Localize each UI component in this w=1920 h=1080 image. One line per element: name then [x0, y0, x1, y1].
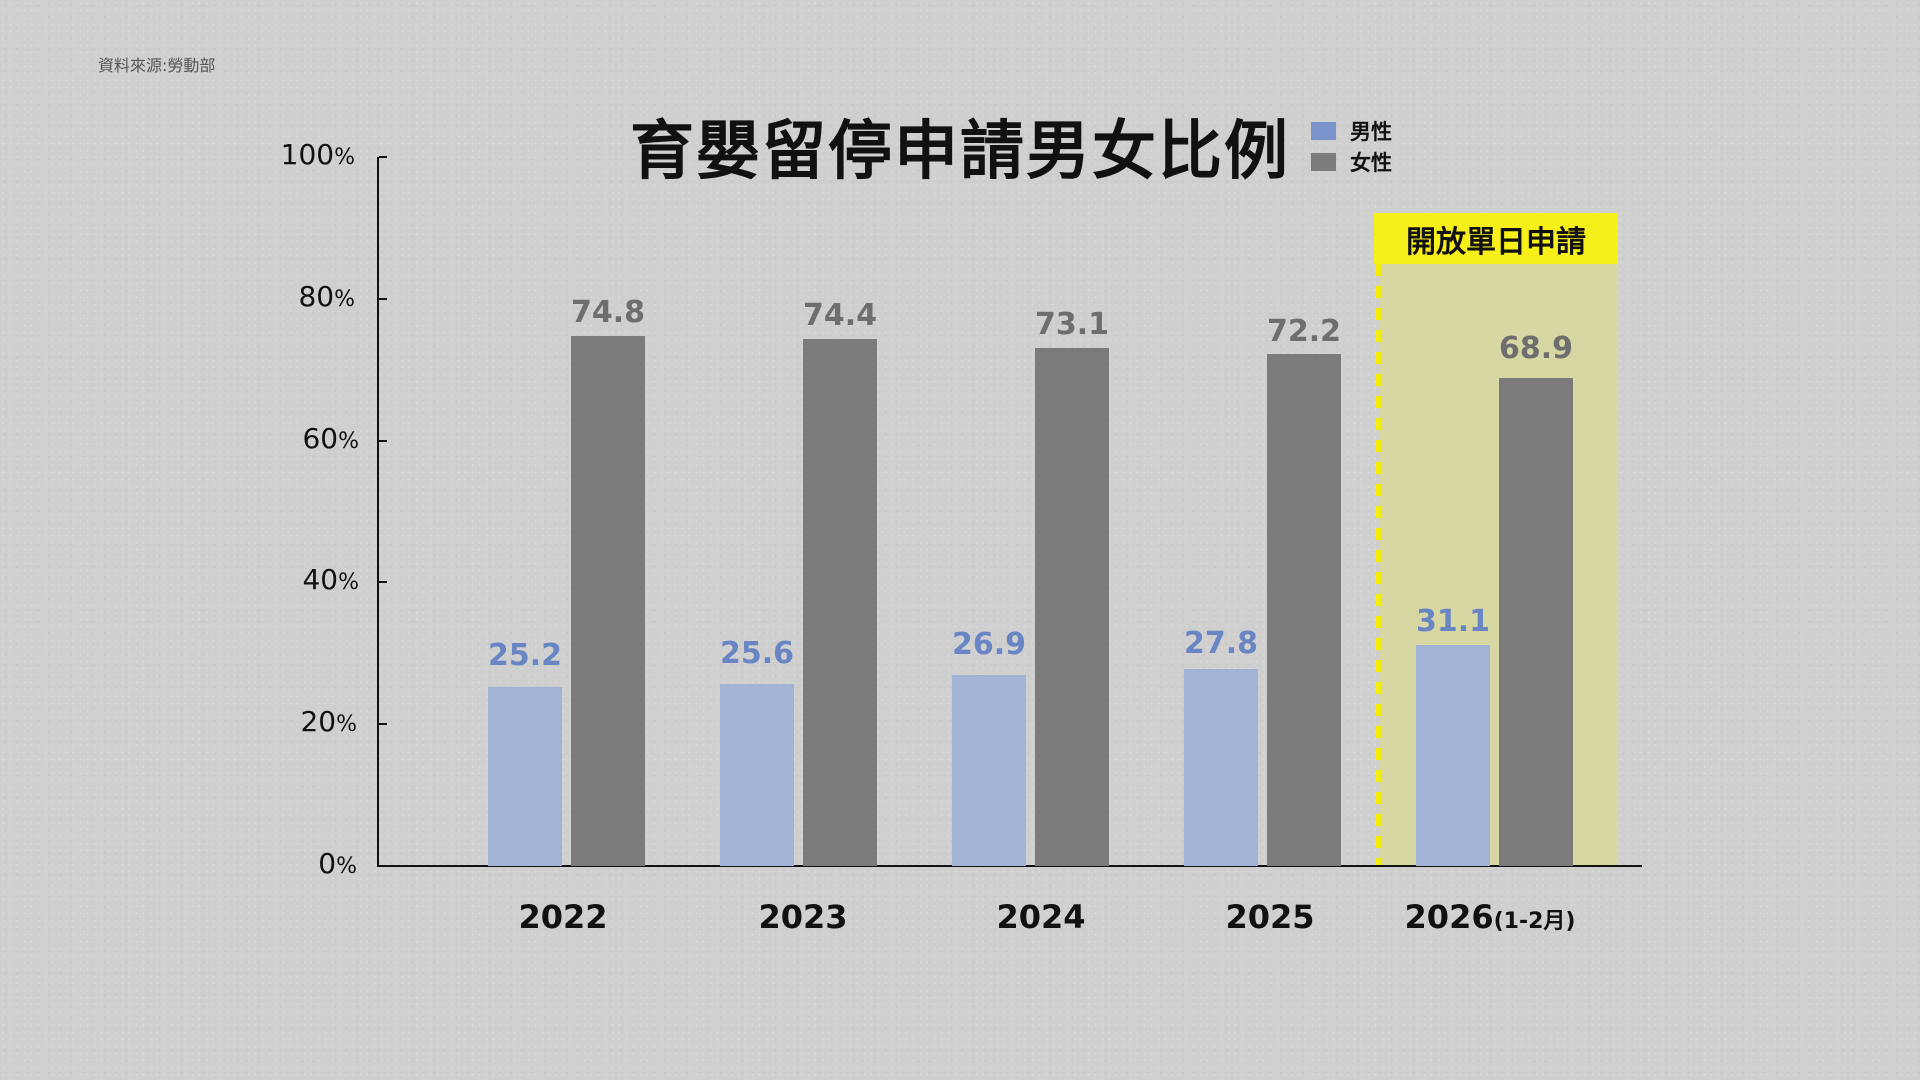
value-label-female-2022: 74.8: [570, 295, 646, 330]
x-tick-label-2025: 2025: [1225, 898, 1315, 936]
value-label-female-2024: 73.1: [1034, 307, 1110, 342]
legend-label-female: 女性: [1350, 151, 1392, 175]
x-tick-label-2024: 2024: [996, 898, 1086, 936]
highlight-label: 開放單日申請: [1374, 213, 1618, 264]
bar-female-2023: [803, 339, 877, 866]
legend-item-male: 男性: [1311, 116, 1392, 146]
legend-swatch-male-icon: [1311, 122, 1336, 140]
y-tick-label-60: 60%: [302, 422, 359, 455]
y-tick-label-0: 0%: [318, 847, 357, 880]
bar-male-2024: [952, 675, 1026, 866]
y-tick: [379, 440, 387, 442]
highlight-dashed-border: [1376, 264, 1381, 865]
y-tick: [379, 581, 387, 583]
legend-label-male: 男性: [1350, 120, 1392, 144]
value-label-male-2022: 25.2: [487, 638, 563, 673]
source-note: 資料來源:勞動部: [98, 56, 216, 75]
y-tick: [379, 156, 387, 158]
x-tick-label-2026: 2026(1-2月): [1404, 898, 1576, 936]
x-axis: [377, 865, 1642, 867]
bar-female-2025: [1267, 354, 1341, 866]
y-tick-label-100: 100%: [280, 138, 355, 171]
y-tick: [379, 298, 387, 300]
bar-male-2025: [1184, 669, 1258, 866]
y-tick: [379, 723, 387, 725]
value-label-female-2025: 72.2: [1266, 314, 1342, 349]
y-tick-label-40: 40%: [302, 563, 359, 596]
legend-swatch-female-icon: [1311, 153, 1336, 171]
bar-female-2022: [571, 336, 645, 866]
value-label-male-2026: 31.1: [1415, 604, 1491, 639]
value-label-male-2024: 26.9: [951, 627, 1027, 662]
y-tick-label-20: 20%: [300, 705, 357, 738]
y-axis: [377, 157, 379, 867]
x-tick-label-2023: 2023: [758, 898, 848, 936]
legend-item-female: 女性: [1311, 147, 1392, 177]
bar-female-2026: [1499, 378, 1573, 866]
bar-male-2026: [1416, 645, 1490, 866]
value-label-female-2023: 74.4: [802, 298, 878, 333]
y-tick-label-80: 80%: [298, 280, 355, 313]
bar-female-2024: [1035, 348, 1109, 866]
value-label-male-2023: 25.6: [719, 636, 795, 671]
value-label-male-2025: 27.8: [1183, 626, 1259, 661]
chart-title: 育嬰留停申請男女比例: [630, 115, 1290, 189]
x-tick-label-2022: 2022: [518, 898, 608, 936]
bar-male-2022: [488, 687, 562, 866]
value-label-female-2026: 68.9: [1498, 331, 1574, 366]
bar-male-2023: [720, 684, 794, 866]
